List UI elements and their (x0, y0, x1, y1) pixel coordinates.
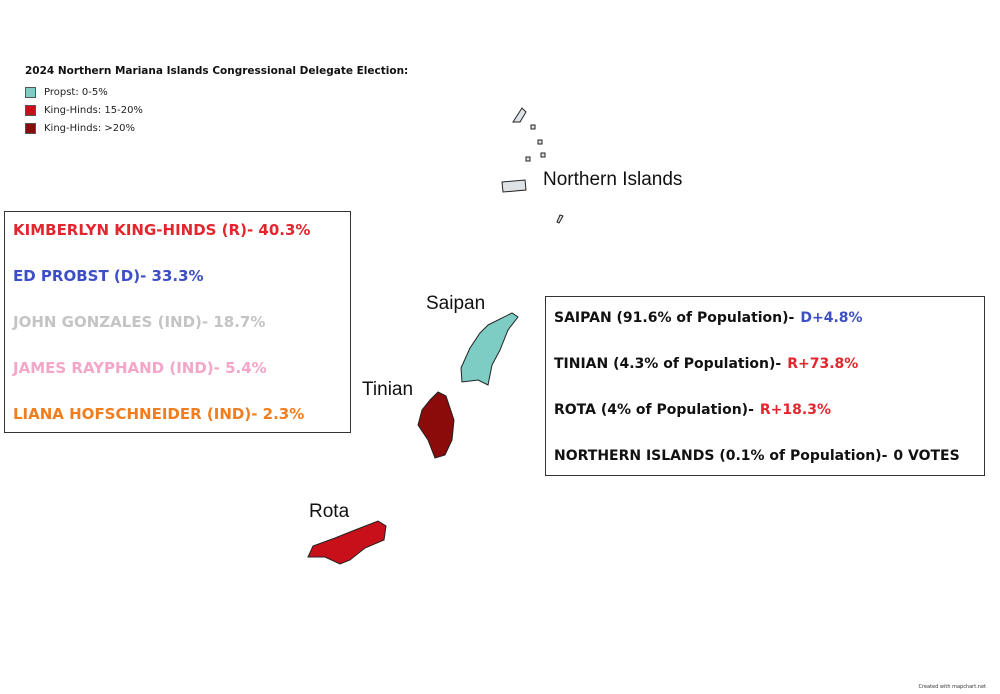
island-result: NORTHERN ISLANDS (0.1% of Population)- 0 … (554, 448, 960, 464)
region-label: Rota (309, 501, 350, 522)
island-name: SAIPAN (91.6% of Population)- (554, 310, 795, 326)
island-name: TINIAN (4.3% of Population)- (554, 356, 782, 372)
legend-item: Propst: 0-5% (25, 87, 108, 98)
legend-swatch (25, 87, 36, 98)
legend-swatch (25, 123, 36, 134)
region-label: Northern Islands (543, 169, 683, 190)
island-margin: R+18.3% (759, 402, 831, 418)
northern-island (512, 107, 527, 123)
northern-island (501, 179, 527, 193)
footer: Created with mapchart.net (918, 684, 986, 690)
island-results-box: SAIPAN (91.6% of Population)- D+4.8% TINIA… (545, 296, 985, 476)
tinian (417, 391, 455, 459)
island-name: ROTA (4% of Population)- (554, 402, 754, 418)
candidate-result: JOHN GONZALES (IND)- 18.7% (13, 313, 266, 331)
saipan (460, 312, 519, 386)
island-name: NORTHERN ISLANDS (0.1% of Population)- (554, 448, 888, 464)
island-margin: 0 VOTES (893, 448, 960, 464)
northern-island (530, 124, 536, 130)
island-margin: R+73.8% (787, 356, 859, 372)
candidate-result: JAMES RAYPHAND (IND)- 5.4% (13, 359, 267, 377)
island-result: TINIAN (4.3% of Population)- R+73.8% (554, 356, 858, 372)
legend-label: King-Hinds: 15-20% (44, 105, 143, 116)
candidate-result: LIANA HOFSCHNEIDER (IND)- 2.3% (13, 405, 305, 423)
candidate-result: ED PROBST (D)- 33.3% (13, 267, 204, 285)
island-margin: D+4.8% (800, 310, 863, 326)
legend-swatch (25, 105, 36, 116)
island-result: SAIPAN (91.6% of Population)- D+4.8% (554, 310, 863, 326)
legend-label: Propst: 0-5% (44, 87, 108, 98)
candidate-box: KIMBERLYN KING-HINDS (R)- 40.3% ED PROBST… (4, 211, 351, 433)
region-label: Saipan (426, 293, 486, 314)
northern-island (525, 156, 531, 162)
island-result: ROTA (4% of Population)- R+18.3% (554, 402, 831, 418)
rota (307, 520, 387, 565)
northern-island (537, 139, 543, 145)
northern-island (540, 152, 546, 158)
legend-item: King-Hinds: 15-20% (25, 105, 143, 116)
legend-title: 2024 Northern Mariana Islands Congressio… (25, 65, 409, 77)
legend-item: King-Hinds: >20% (25, 123, 135, 134)
region-label: Tinian (362, 379, 414, 400)
legend-label: King-Hinds: >20% (44, 123, 135, 134)
candidate-result: KIMBERLYN KING-HINDS (R)- 40.3% (13, 221, 311, 239)
northern-island (556, 214, 564, 224)
